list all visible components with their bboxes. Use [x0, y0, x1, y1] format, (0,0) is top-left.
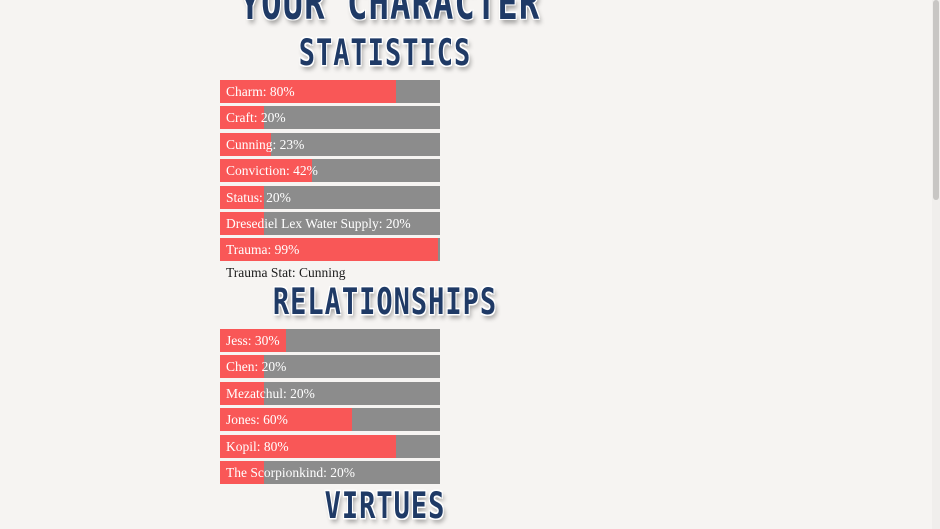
progress-bar: Status: 20%	[220, 185, 440, 209]
progress-bar: Trauma: 99%	[220, 238, 440, 262]
progress-bar: Kopil: 80%	[220, 434, 440, 458]
progress-bar-label: Mezatchul: 20%	[226, 385, 315, 401]
progress-bar-label: Cunning: 23%	[226, 136, 305, 152]
progress-bar-label: The Scorpionkind: 20%	[226, 464, 355, 480]
vertical-scrollbar[interactable]	[932, 0, 940, 529]
progress-bar-fill	[220, 355, 264, 379]
progress-bar-label: Conviction: 42%	[226, 163, 318, 179]
progress-bar-label: Charm: 80%	[226, 84, 295, 99]
progress-bar-fill	[220, 211, 264, 235]
progress-bar: Charm: 80%	[220, 80, 440, 103]
progress-bar-label: Craft: 20%	[226, 110, 286, 126]
progress-bar-fill	[220, 106, 264, 130]
progress-bar-label: Jess: 30%	[226, 333, 280, 348]
progress-bar-label: Jones: 60%	[226, 412, 288, 428]
progress-bar-fill	[220, 460, 264, 484]
statistics-heading: Statistics	[298, 32, 472, 75]
progress-bar-label: Kopil: 80%	[226, 438, 289, 454]
progress-bar: Conviction: 42%	[220, 159, 440, 183]
progress-bar-fill	[220, 381, 264, 405]
progress-bar-fill	[220, 238, 438, 262]
progress-bar-fill	[220, 329, 286, 352]
progress-bar-fill	[220, 408, 352, 432]
virtues-heading: Virtues	[324, 485, 446, 528]
progress-bar: Mezatchul: 20%	[220, 381, 440, 405]
progress-bar-fill	[220, 434, 396, 458]
progress-bar-label: Chen: 20%	[226, 359, 287, 375]
trauma-stat-note: Trauma Stat: Cunning	[226, 265, 346, 280]
progress-bar: Jess: 30%	[220, 329, 440, 352]
progress-bar-label: Dresediel Lex Water Supply: 20%	[226, 215, 411, 231]
progress-bar-label: Status: 20%	[226, 189, 291, 205]
progress-bar: Chen: 20%	[220, 355, 440, 379]
scrollbar-thumb[interactable]	[933, 0, 939, 200]
progress-bar: Jones: 60%	[220, 408, 440, 432]
progress-bar-fill	[220, 159, 313, 183]
progress-bar: Cunning: 23%	[220, 132, 440, 156]
progress-bar: Craft: 20%	[220, 106, 440, 130]
progress-bar: The Scorpionkind: 20%	[220, 460, 440, 484]
page-title: Your Character	[239, 0, 541, 31]
progress-bar-fill	[220, 132, 271, 156]
statistics-bars: Charm: 80% Craft: 20% Cunning: 23% Convicti…	[220, 80, 440, 265]
progress-bar-fill	[220, 185, 264, 209]
relationships-bars: Jess: 30% Chen: 20% Mezatchul: 20% Jones: 6…	[220, 329, 440, 487]
relationships-heading: Relationships	[272, 281, 498, 324]
progress-bar: Dresediel Lex Water Supply: 20%	[220, 211, 440, 235]
progress-bar-label: Trauma: 99%	[226, 242, 300, 258]
progress-bar-fill	[220, 80, 396, 103]
